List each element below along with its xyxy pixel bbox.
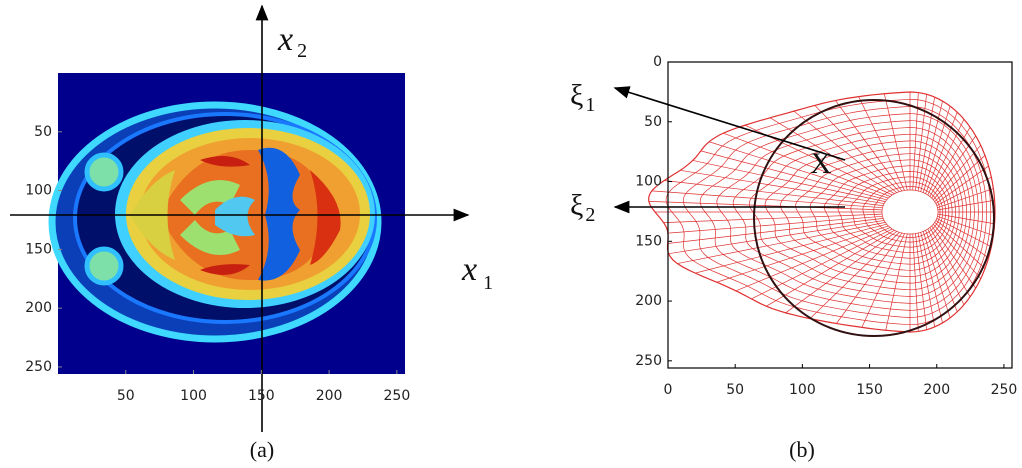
caption-b: (b): [789, 437, 815, 462]
y-tick-label: 100: [635, 174, 662, 190]
figure: x2 x1 (a) ξ1 ξ2 X (b) 50 100 150 200 250 50 10…: [0, 0, 1022, 468]
mesh-ring: [882, 190, 938, 234]
x-tick-label: 250: [384, 388, 411, 404]
x-tick-label: 150: [856, 382, 883, 398]
caption-a: (a): [250, 437, 274, 462]
y-tick-label: 0: [653, 54, 662, 70]
point-label: X: [810, 147, 832, 180]
y-tick-label: 50: [644, 114, 662, 130]
y-tick-label: 200: [25, 300, 52, 316]
x-tick-label: 50: [117, 388, 135, 404]
deformed-grid: [649, 92, 995, 332]
x-tick-label: 150: [248, 388, 275, 404]
y-tick-label: 50: [34, 124, 52, 140]
x-tick-label: 100: [180, 388, 207, 404]
y-tick-label: 150: [25, 241, 52, 257]
y-tick-label: 200: [635, 293, 662, 309]
y-tick-label: 250: [25, 359, 52, 375]
x-tick-label: 250: [991, 382, 1018, 398]
y-tick-label: 150: [635, 233, 662, 249]
x-tick-label: 0: [664, 382, 673, 398]
x-tick-label: 200: [316, 388, 343, 404]
mri-image: [52, 73, 405, 374]
x-tick-label: 100: [789, 382, 816, 398]
y-tick-label: 250: [635, 353, 662, 369]
y-tick-label: 100: [25, 183, 52, 199]
x-tick-label: 50: [726, 382, 744, 398]
x-tick-label: 200: [923, 382, 950, 398]
